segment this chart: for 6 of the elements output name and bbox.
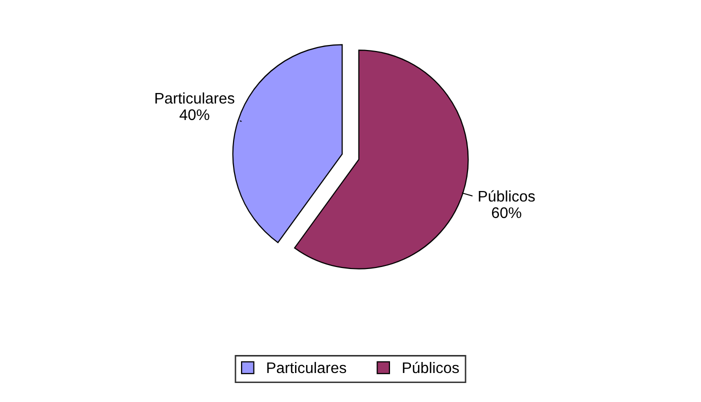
slice-label: Particulares <box>155 92 234 104</box>
legend-label: Públicos <box>402 362 459 374</box>
data-label: 40% <box>180 109 210 120</box>
legend-label: Particulares <box>267 362 346 374</box>
data-label: 60% <box>492 207 522 218</box>
slice-label: Públicos <box>478 190 535 202</box>
